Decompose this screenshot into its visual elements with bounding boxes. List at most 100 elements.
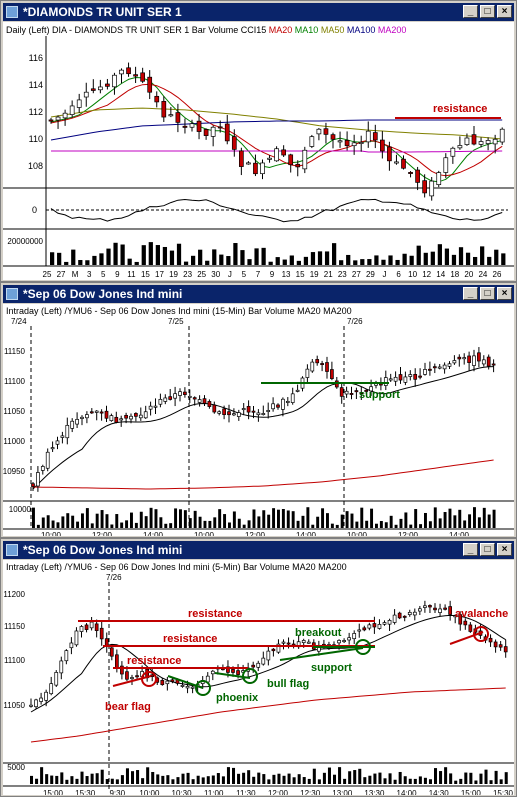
volume-bar: [212, 249, 217, 265]
volume-bar: [437, 244, 442, 265]
volume-bar: [365, 520, 369, 528]
volume-bar: [120, 522, 124, 528]
volume-bar: [226, 256, 231, 265]
candle: [310, 359, 315, 373]
maximize-button[interactable]: □: [480, 543, 495, 556]
candle: [357, 623, 362, 638]
ma200-line: [30, 687, 506, 743]
volume-bar: [368, 775, 372, 784]
candle: [79, 625, 84, 638]
price-tick-label: 11000: [3, 437, 25, 446]
volume-bar: [307, 778, 311, 784]
candle: [55, 115, 61, 129]
legend-ma200: MA200: [378, 25, 407, 35]
candle: [464, 133, 470, 146]
close-button[interactable]: ×: [497, 287, 512, 300]
chart-window-icon[interactable]: [6, 544, 18, 556]
candle: [458, 611, 463, 631]
volume-bar: [480, 246, 485, 265]
candle: [382, 620, 387, 626]
candle: [89, 408, 94, 414]
title-bar[interactable]: *Sep 06 Dow Jones Ind mini _ □ ×: [3, 285, 514, 303]
candle: [354, 387, 359, 400]
volume-bar: [65, 779, 69, 784]
candle: [477, 347, 481, 368]
volume-bar: [85, 508, 89, 528]
volume-bar: [164, 523, 168, 528]
volume-bar: [45, 774, 49, 784]
volume-bar: [409, 524, 413, 528]
daily-chart[interactable]: Daily (Left) DIA - DIAMONDS TR UNIT SER …: [3, 22, 514, 280]
candle: [467, 351, 471, 371]
candle: [330, 361, 334, 381]
volume-bar: [75, 778, 79, 784]
volume-bar: [146, 767, 150, 784]
volume-bar: [504, 772, 508, 784]
ma20-line: [32, 366, 494, 490]
candle: [49, 676, 54, 696]
close-button[interactable]: ×: [497, 543, 512, 556]
volume-bar: [176, 777, 180, 784]
date-tick-label: 9: [270, 270, 275, 279]
candle: [138, 407, 143, 421]
chart-window-icon[interactable]: [6, 6, 18, 18]
date-tick-label: 23: [338, 270, 347, 279]
volume-bar: [297, 774, 301, 784]
maximize-button[interactable]: □: [480, 5, 495, 18]
minimize-button[interactable]: _: [463, 543, 478, 556]
volume-bar: [232, 511, 236, 528]
candle: [232, 408, 236, 417]
ma200-line: [32, 459, 494, 490]
volume-bar: [408, 778, 412, 784]
volume-bar: [424, 512, 427, 528]
title-bar[interactable]: *DIAMONDS TR UNIT SER 1 _ □ ×: [3, 3, 514, 21]
candle: [295, 160, 301, 177]
volume-bar: [30, 775, 34, 784]
maximize-button[interactable]: □: [480, 287, 495, 300]
candle: [457, 136, 463, 150]
volume-bar: [35, 778, 39, 784]
minimize-button[interactable]: _: [463, 287, 478, 300]
volume-bar: [499, 779, 503, 784]
volume-bar: [156, 774, 160, 784]
candle: [428, 361, 432, 376]
candle: [29, 698, 33, 708]
volume-bar: [296, 260, 301, 265]
minimize-button[interactable]: _: [463, 5, 478, 18]
candle: [452, 355, 457, 365]
date-tick-label: 14: [436, 270, 445, 279]
intraday-5min-chart[interactable]: Intraday (Left) /YMU6 - Sep 06 Dow Jones…: [3, 560, 514, 795]
volume-bar: [433, 507, 437, 528]
candle: [109, 645, 114, 661]
candle: [271, 397, 275, 412]
ma20-line: [30, 614, 506, 713]
volume-bar: [363, 777, 367, 784]
candle: [94, 619, 99, 638]
intraday-15min-chart[interactable]: Intraday (Left) /YMU6 - Sep 06 Dow Jones…: [3, 304, 514, 536]
candle: [453, 614, 458, 624]
candle: [418, 368, 422, 380]
title-bar[interactable]: *Sep 06 Dow Jones Ind mini _ □ ×: [3, 541, 514, 559]
volume-bar: [50, 775, 54, 784]
date-tick-label: 24: [478, 270, 487, 279]
date-tick-label: M: [72, 270, 79, 279]
date-tick-label: 15: [296, 270, 305, 279]
volume-bar: [198, 516, 202, 528]
candle: [433, 603, 437, 613]
volume-bar: [306, 507, 310, 528]
chart-window-icon[interactable]: [6, 288, 18, 300]
candle: [192, 396, 197, 406]
date-tick-label: 13: [282, 270, 291, 279]
close-button[interactable]: ×: [497, 5, 512, 18]
candle: [344, 131, 350, 151]
time-tick-label: 15:30: [75, 789, 96, 795]
candle: [104, 405, 109, 423]
candle: [403, 371, 408, 386]
volume-bar: [444, 248, 450, 265]
volume-bar: [208, 520, 212, 528]
candle: [34, 698, 38, 709]
legend-ma100: MA100: [347, 25, 376, 35]
volume-bar: [404, 512, 408, 528]
volume-bar: [268, 261, 273, 265]
candle: [274, 146, 279, 162]
